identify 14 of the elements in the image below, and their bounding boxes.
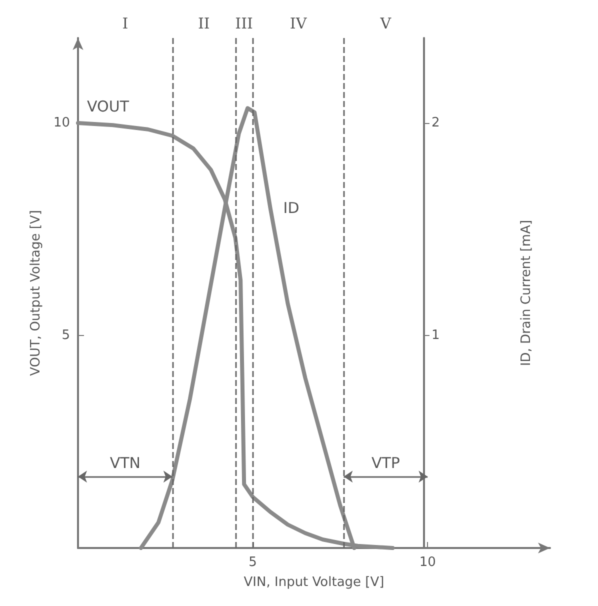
x-axis-title: VIN, Input Voltage [V]: [244, 575, 384, 590]
series-label: ID: [283, 199, 300, 217]
y2-tick-label: 1: [431, 328, 440, 343]
text: IV: [290, 14, 308, 32]
text: I: [122, 14, 128, 32]
annotation: VTP: [371, 454, 400, 472]
annotation: VTN: [110, 454, 141, 472]
text: II: [198, 14, 210, 32]
y2-tick-label: 2: [431, 116, 440, 130]
text: V: [379, 14, 392, 32]
y-axis-title: VOUT, Output Voltage [V]: [28, 210, 44, 376]
text: III: [235, 14, 254, 32]
y2-axis-title: ID, Drain Current [mA]: [519, 220, 534, 366]
series-label: VOUT: [87, 98, 130, 116]
